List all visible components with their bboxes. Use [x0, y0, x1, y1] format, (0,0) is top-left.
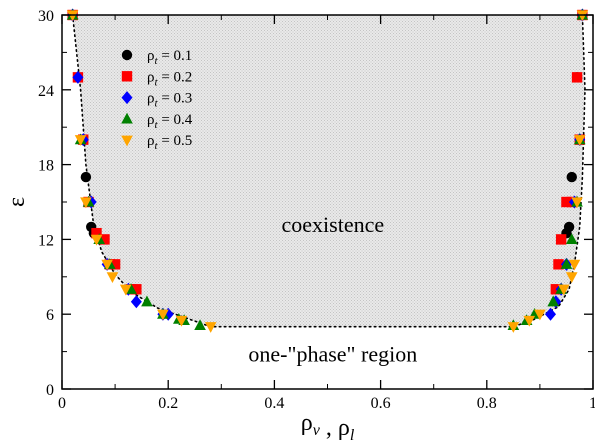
legend-marker [121, 49, 133, 61]
data-point [568, 259, 581, 271]
data-point [561, 196, 572, 208]
data-point [573, 135, 586, 146]
data-point [91, 227, 102, 239]
data-point [141, 295, 153, 307]
y-axis-title: ε [4, 197, 30, 207]
data-point [194, 319, 206, 331]
data-point [80, 171, 92, 183]
data-point [131, 284, 142, 295]
x-axis-title: ρv , ρl [301, 410, 355, 441]
axes: 0 0.2 0.4 0.6 0.8 1 0 6 12 18 24 30 ρv , ρl ε [4, 8, 595, 441]
legend-entry: ρt = 0.4 [121, 112, 193, 131]
data-point [523, 315, 536, 327]
legend-marker [121, 112, 133, 124]
y-tick-label: 12 [38, 232, 54, 249]
data-point [571, 197, 583, 209]
legend-entry: ρt = 0.2 [121, 69, 192, 88]
data-point [119, 284, 132, 296]
data-point [557, 284, 570, 296]
data-point [101, 259, 113, 271]
legend-marker [121, 71, 133, 82]
legend-label: ρt = 0.2 [147, 69, 192, 88]
series-rho-t-05 [66, 10, 589, 333]
data-point [204, 322, 217, 333]
data-point [175, 315, 188, 327]
one-phase-region-label: one-"phase" region [248, 342, 417, 367]
data-point [534, 309, 546, 321]
data-point [576, 10, 589, 22]
data-point [507, 322, 520, 333]
x-tick-label: 0 [58, 395, 66, 412]
y-tick-label: 6 [46, 307, 54, 324]
data-point [106, 272, 119, 283]
data-point [80, 197, 92, 209]
x-tick-label: 0.4 [264, 395, 284, 412]
data-point [547, 295, 559, 307]
legend-label: ρt = 0.1 [147, 48, 192, 67]
x-tick-label: 0.6 [371, 395, 391, 412]
data-point [565, 233, 578, 244]
data-point [565, 272, 578, 283]
data-point [109, 259, 121, 270]
data-point [566, 171, 577, 183]
x-tick-label: 0.2 [158, 395, 178, 412]
data-point [571, 72, 583, 83]
data-point [555, 234, 567, 245]
data-point [560, 258, 573, 269]
legend: ρt = 0.1 ρt = 0.2 ρt = 0.3 ρt = 0.4 ρt = 0.5 [121, 48, 193, 152]
legend-label: ρt = 0.5 [147, 133, 192, 152]
x-tick-label: 1 [589, 395, 595, 412]
coexistence-label: coexistence [282, 212, 385, 237]
data-point [72, 70, 84, 84]
data-point [130, 295, 142, 309]
coexistence-region [72, 15, 586, 327]
data-point [74, 135, 87, 146]
legend-entry: ρt = 0.5 [121, 133, 192, 152]
y-tick-label: 24 [38, 83, 54, 100]
plot-area: coexistence one-"phase" region [66, 8, 589, 367]
y-tick-label: 18 [38, 158, 54, 175]
legend-marker [121, 135, 133, 147]
data-point [553, 259, 564, 270]
legend-label: ρt = 0.3 [147, 91, 192, 110]
data-point [545, 307, 557, 321]
legend-label: ρt = 0.4 [147, 112, 193, 131]
data-point [99, 234, 110, 245]
data-point [90, 234, 103, 246]
y-tick-label: 0 [46, 382, 54, 399]
y-tick-label: 30 [38, 8, 54, 25]
data-point [66, 10, 79, 22]
legend-marker [121, 91, 133, 105]
legend-entry: ρt = 0.3 [121, 91, 192, 110]
legend-entry: ρt = 0.1 [121, 48, 192, 67]
data-point [125, 283, 137, 294]
data-point [157, 309, 169, 321]
x-tick-label: 0.8 [477, 395, 497, 412]
